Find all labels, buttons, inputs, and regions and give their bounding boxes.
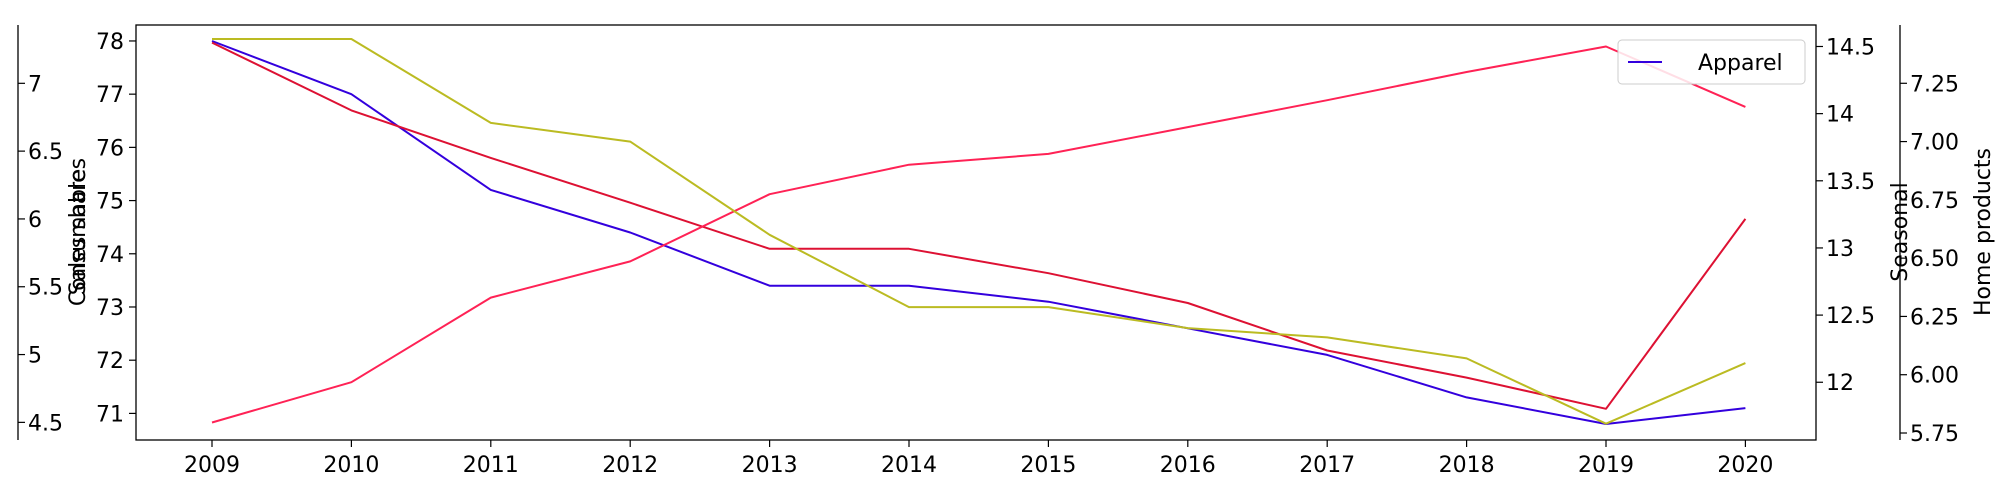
- x-tick-label: 2013: [742, 453, 798, 478]
- x-tick-label: 2012: [602, 453, 658, 478]
- series-line-seasonal: [211, 45, 1746, 424]
- series-line-home: [212, 38, 1746, 425]
- x-tick-label: 2010: [323, 453, 379, 478]
- y-tick-label-sales-share: 75: [96, 190, 124, 215]
- x-tick-label: 2020: [1717, 453, 1773, 478]
- x-tick-label: 2018: [1439, 453, 1495, 478]
- y-tick-label-home-products: 6.75: [1910, 189, 1959, 214]
- y-tick-label-sales-share: 76: [96, 136, 124, 161]
- y-tick-label-seasonal: 13: [1826, 237, 1854, 262]
- plot-frame: [135, 24, 1817, 441]
- legend: Apparel: [1617, 39, 1806, 85]
- y-tick-label-home-products: 6.00: [1910, 364, 1959, 389]
- axes-layer: 2009 2010 2011 2012 2013 2014 2015 2016 2017 2018…: [17, 25, 1959, 478]
- y-tick-label-sales-share: 74: [96, 243, 124, 268]
- y-tick-label-home-products: 7.25: [1910, 72, 1959, 97]
- y-tick-label-home-products: 5.75: [1910, 422, 1959, 447]
- series-line-consumables: [211, 41, 1747, 410]
- x-tick-label: 2015: [1020, 453, 1076, 478]
- x-tick-label: 2009: [184, 453, 240, 478]
- y-tick-label-sales-share: 71: [96, 402, 124, 427]
- y-tick-label-consumables: 6.5: [28, 140, 63, 165]
- series-line-apparel: [211, 40, 1746, 425]
- y-tick-label-consumables: 6: [28, 208, 42, 233]
- y-axis-title-home-products: Home products: [1971, 148, 1996, 316]
- y-tick-label-consumables: 7: [28, 72, 42, 97]
- y-tick-label-home-products: 6.25: [1910, 305, 1959, 330]
- y-tick-label-seasonal: 14: [1826, 103, 1854, 128]
- y-tick-label-consumables: 4.5: [28, 411, 63, 436]
- series-layer: [211, 38, 1747, 425]
- y-tick-label-seasonal: 12.5: [1826, 304, 1875, 329]
- y-axis-title-seasonal: Seasonal: [1888, 182, 1913, 281]
- y-tick-label-consumables: 5.5: [28, 276, 63, 301]
- y-tick-label-sales-share: 77: [96, 83, 124, 108]
- y-tick-label-seasonal: 13.5: [1826, 170, 1875, 195]
- y-tick-label-home-products: 6.50: [1910, 247, 1959, 272]
- legend-box: [1617, 39, 1806, 85]
- x-tick-label: 2016: [1160, 453, 1216, 478]
- x-tick-label: 2017: [1299, 453, 1355, 478]
- y-axis-title-sales-share: Sales share: [66, 169, 91, 296]
- y-tick-label-seasonal: 12: [1826, 371, 1854, 396]
- y-tick-label-home-products: 7.00: [1910, 131, 1959, 156]
- x-tick-label: 2011: [463, 453, 519, 478]
- y-tick-label-sales-share: 72: [96, 349, 124, 374]
- y-tick-label-consumables: 5: [28, 344, 42, 369]
- y-tick-label-sales-share: 73: [96, 296, 124, 321]
- legend-label-apparel: Apparel: [1698, 51, 1783, 76]
- x-tick-label: 2019: [1578, 453, 1634, 478]
- y-tick-label-sales-share: 78: [96, 30, 124, 55]
- y-axis-title-consumables: Consumables: [66, 158, 91, 306]
- y-tick-label-seasonal: 14.5: [1826, 35, 1875, 60]
- x-tick-label: 2014: [881, 453, 937, 478]
